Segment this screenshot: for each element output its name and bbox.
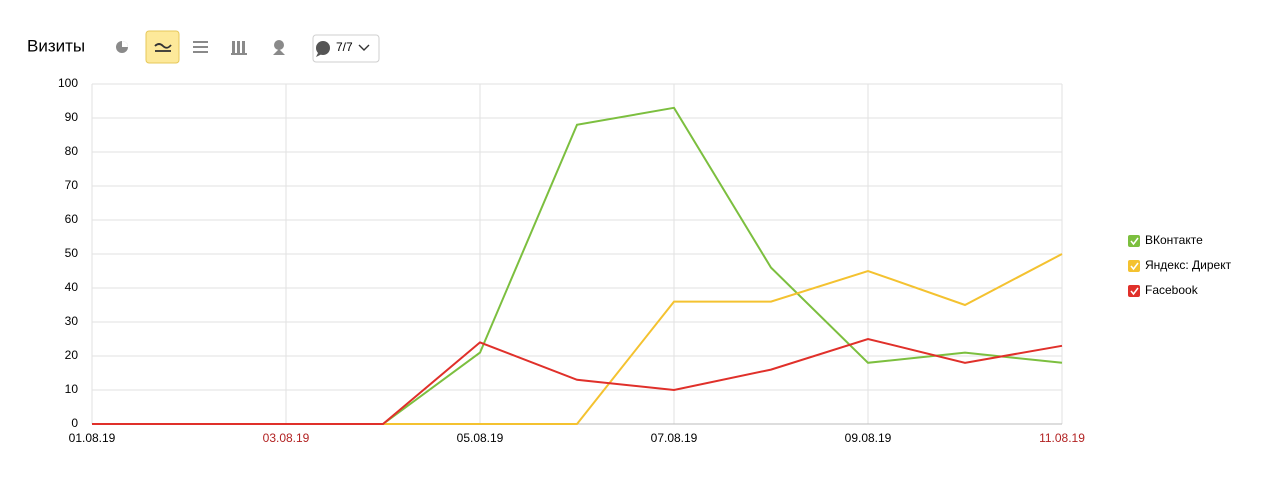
y-tick-label: 0 — [71, 416, 78, 430]
y-tick-label: 70 — [65, 178, 79, 192]
comments-button[interactable]: 7/7 — [312, 34, 380, 63]
series-line — [92, 106, 1063, 425]
legend-label: Яндекс: Директ — [1145, 258, 1232, 272]
legend-label: ВКонтакте — [1145, 233, 1203, 247]
x-tick-label: 09.08.19 — [845, 431, 892, 445]
legend-checkbox — [1128, 235, 1140, 247]
legend-checkbox — [1128, 260, 1140, 272]
y-tick-label: 50 — [65, 246, 79, 260]
x-tick-label: 11.08.19 — [1039, 431, 1085, 445]
map-icon[interactable] — [273, 40, 285, 55]
legend-check — [1130, 237, 1139, 246]
legend-item[interactable]: Яндекс: Директ — [1128, 258, 1232, 272]
legend-check — [1130, 262, 1139, 271]
series-line — [92, 337, 1063, 425]
chart-title: Визиты — [27, 36, 85, 55]
line-icon[interactable] — [145, 30, 180, 64]
y-tick-label: 90 — [65, 110, 79, 124]
y-tick-label: 100 — [58, 76, 78, 90]
comments-counter: 7/7 — [336, 40, 353, 54]
legend-check — [1130, 287, 1139, 296]
y-tick-label: 40 — [65, 280, 79, 294]
series-line — [92, 253, 1063, 425]
x-tick-label: 05.08.19 — [457, 431, 504, 445]
plot: 0 10 20 30 40 50 60 70 80 90 100 01.08.19 03.08.19 05… — [58, 76, 1232, 445]
x-tick-label: 03.08.19 — [263, 431, 310, 445]
legend-checkbox — [1128, 285, 1140, 297]
bar-icon[interactable] — [231, 41, 247, 55]
y-tick-label: 60 — [65, 212, 79, 226]
x-tick-label: 01.08.19 — [69, 431, 116, 445]
y-tick-label: 80 — [65, 144, 79, 158]
y-tick-label: 20 — [65, 348, 79, 362]
pie-icon[interactable] — [116, 41, 128, 53]
legend-item[interactable]: Facebook — [1128, 283, 1199, 297]
x-tick-label: 07.08.19 — [651, 431, 698, 445]
legend-item[interactable]: ВКонтакте — [1128, 233, 1203, 247]
y-tick-label: 10 — [65, 382, 79, 396]
area-icon[interactable] — [193, 41, 208, 53]
toolbar: 7/7 — [116, 30, 380, 64]
legend-label: Facebook — [1145, 283, 1199, 297]
y-tick-label: 30 — [65, 314, 79, 328]
